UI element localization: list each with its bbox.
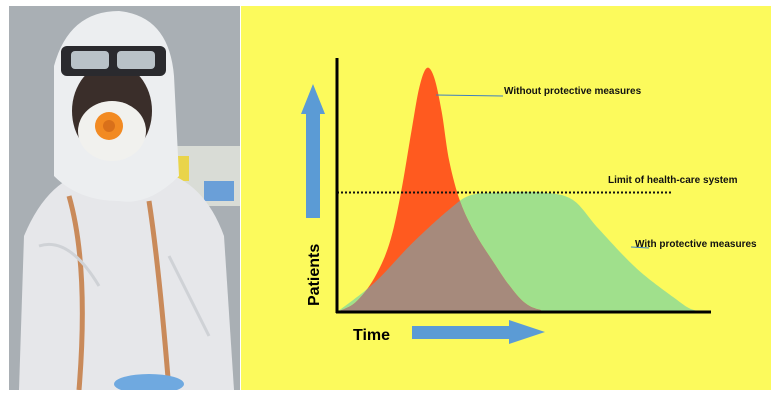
up-arrow-icon: [301, 84, 325, 218]
person-in-protective-suit-icon: [9, 6, 240, 390]
epidemic-curve-chart: Patients Time Without protective measure…: [301, 58, 757, 344]
annotation-with-protective: With protective measures: [635, 239, 757, 250]
annotation-without-protective: Without protective measures: [504, 86, 642, 97]
annotation-leader-without: [435, 94, 504, 97]
y-axis-label: Patients: [306, 244, 323, 306]
protective-suit-photo: [9, 6, 240, 390]
annotation-leader-with: [630, 246, 650, 249]
right-arrow-icon: [412, 320, 545, 344]
annotation-limit: Limit of health-care system: [608, 175, 738, 186]
chart-panel: Patients Time Without protective measure…: [241, 6, 771, 390]
x-axis-label: Time: [353, 327, 390, 344]
